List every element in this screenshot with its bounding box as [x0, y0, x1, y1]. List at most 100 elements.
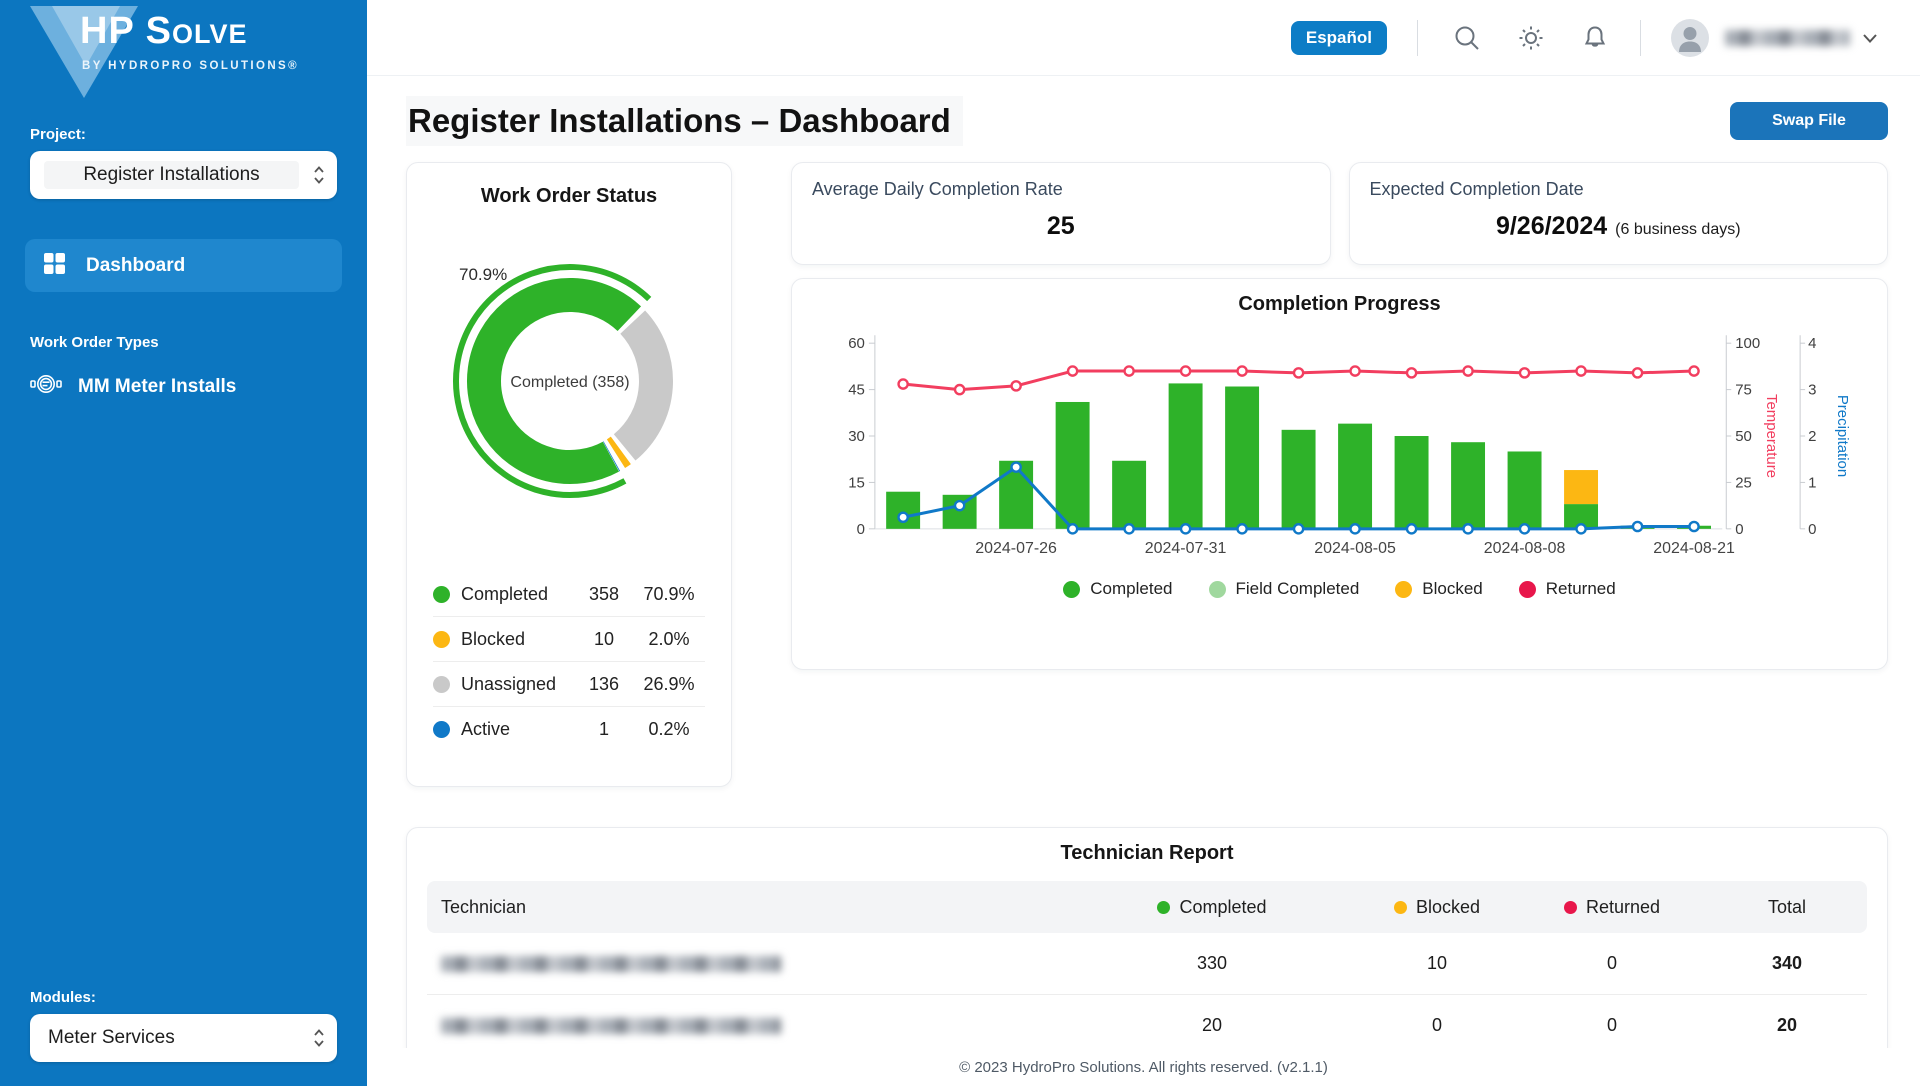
svg-text:2024-08-05: 2024-08-05: [1314, 540, 1396, 557]
legend-item-returned[interactable]: Returned: [1518, 579, 1616, 599]
legend-label: Completed: [461, 583, 549, 604]
completed-dot-icon: [1157, 900, 1171, 914]
topbar-divider: [1417, 19, 1418, 56]
svg-text:15: 15: [848, 474, 865, 491]
dashboard-grid-icon: [43, 252, 66, 280]
svg-text:2024-08-21: 2024-08-21: [1653, 540, 1735, 557]
expected-completion-label: Expected Completion Date: [1369, 179, 1584, 199]
brand-tagline: By HydroPro Solutions®: [82, 60, 299, 72]
returned-dot-icon: [1563, 900, 1577, 914]
svg-text:0: 0: [1808, 521, 1816, 538]
svg-text:1: 1: [1808, 474, 1816, 491]
svg-text:70.9%: 70.9%: [459, 265, 507, 284]
legend-pct: 70.9%: [643, 583, 695, 604]
svg-text:100: 100: [1735, 335, 1760, 352]
active-dot-icon: [433, 721, 450, 738]
returned-dot-icon: [1518, 580, 1536, 598]
main-content: Register Installations – Dashboard Swap …: [367, 0, 1920, 1086]
column-technician: Technician: [441, 896, 527, 917]
footer-text: © 2023 HydroPro Solutions. All rights re…: [959, 1058, 1328, 1076]
cell-returned: 0: [1606, 1015, 1617, 1035]
select-chevrons-icon: [313, 165, 325, 191]
column-total: Total: [1767, 896, 1807, 917]
svg-text:75: 75: [1735, 382, 1752, 399]
completion-progress-card: Completion Progress 0 15 30 45 60 2024-07-26 2…: [791, 278, 1888, 670]
modules-select[interactable]: Meter Services: [30, 1014, 337, 1062]
water-meter-icon: [30, 373, 62, 400]
work-order-donut-svg: Completed (358) 70.9%: [453, 264, 673, 498]
work-order-types-label: Work Order Types: [30, 334, 159, 351]
expected-completion-note: (6 business days): [1615, 221, 1741, 238]
legend-label: Active: [461, 719, 511, 739]
legend-pct: 2.0%: [648, 628, 690, 649]
legend-row-active: Active 1 0.2%: [433, 707, 705, 752]
technician-report-title: Technician Report: [1060, 842, 1234, 864]
svg-text:2024-07-26: 2024-07-26: [975, 540, 1057, 557]
column-label: Blocked: [1415, 896, 1481, 917]
sidebar: HP Solve By HydroPro Solutions® Project:…: [0, 0, 367, 1086]
legend-item-blocked[interactable]: Blocked: [1395, 579, 1483, 599]
project-label: Project:: [30, 126, 86, 143]
logo-triangle-icon: [30, 6, 138, 98]
legend-label: Unassigned: [461, 673, 557, 694]
user-avatar[interactable]: [1671, 18, 1709, 57]
search-icon[interactable]: [1452, 23, 1482, 53]
svg-text:45: 45: [848, 382, 865, 399]
project-select[interactable]: Register Installations: [30, 151, 337, 199]
cell-blocked: 10: [1426, 953, 1448, 973]
page-title: Register Installations – Dashboard: [406, 96, 963, 146]
work-order-status-legend: Completed 358 70.9% Blocked 10 2.0% Unas…: [433, 572, 705, 752]
sidebar-item-dashboard[interactable]: Dashboard: [25, 239, 342, 292]
legend-pct: 26.9%: [643, 673, 695, 694]
theme-sun-icon[interactable]: [1516, 23, 1546, 53]
avg-daily-completion-value: 25: [1046, 212, 1075, 240]
swap-file-button[interactable]: Swap File: [1730, 102, 1888, 140]
legend-item-field-completed[interactable]: Field Completed: [1208, 579, 1359, 599]
completed-dot-icon: [433, 585, 450, 603]
user-menu-chevron-down-icon[interactable]: [1862, 32, 1878, 44]
svg-text:3: 3: [1808, 382, 1816, 399]
svg-text:Completed (358): Completed (358): [510, 374, 629, 391]
svg-text:Temperature: Temperature: [1763, 394, 1780, 478]
sidebar-item-mm-meter-installs[interactable]: MM Meter Installs: [30, 373, 367, 400]
legend-row-unassigned: Unassigned 136 26.9%: [433, 662, 705, 707]
select-chevrons-icon: [313, 1028, 325, 1054]
technician-table-header: Technician Completed Blocked Returned To…: [427, 881, 1867, 933]
work-order-status-card: Work Order Status Completed (358) 70.9% C…: [406, 162, 732, 787]
blocked-dot-icon: [433, 630, 450, 648]
cell-total: 20: [1776, 1015, 1798, 1035]
column-blocked: Blocked: [1357, 897, 1517, 918]
language-button[interactable]: Español: [1290, 20, 1387, 55]
user-name-redacted: [1725, 29, 1850, 46]
column-label: Returned: [1585, 896, 1661, 917]
legend-row-blocked: Blocked 10 2.0%: [433, 617, 705, 662]
technician-report-card: Technician Report Technician Completed B…: [406, 827, 1888, 1086]
completed-dot-icon: [1063, 580, 1081, 598]
svg-text:50: 50: [1735, 428, 1752, 445]
legend-value: 358: [588, 583, 620, 604]
notifications-bell-icon[interactable]: [1580, 23, 1610, 53]
legend-item-completed[interactable]: Completed: [1063, 579, 1173, 599]
modules-select-value: Meter Services: [48, 1027, 175, 1048]
svg-text:60: 60: [848, 335, 865, 352]
column-returned: Returned: [1517, 897, 1707, 918]
cell-completed: 330: [1196, 953, 1228, 973]
svg-text:2: 2: [1808, 428, 1816, 445]
legend-value: 136: [588, 673, 620, 694]
avg-daily-completion-label: Average Daily Completion Rate: [812, 179, 1063, 199]
footer: © 2023 HydroPro Solutions. All rights re…: [367, 1048, 1920, 1086]
expected-completion-value: 9/26/2024: [1495, 212, 1608, 240]
cell-total: 340: [1771, 953, 1803, 973]
svg-text:2024-08-08: 2024-08-08: [1484, 540, 1566, 557]
svg-text:30: 30: [848, 428, 865, 445]
legend-label: Blocked: [461, 628, 526, 649]
work-order-type-label: MM Meter Installs: [78, 375, 237, 397]
svg-text:0: 0: [857, 521, 865, 538]
legend-label: Completed: [1090, 579, 1173, 598]
column-label: Completed: [1179, 896, 1267, 917]
unassigned-dot-icon: [433, 675, 450, 693]
completion-progress-title: Completion Progress: [1238, 293, 1441, 315]
legend-label: Returned: [1545, 579, 1616, 598]
sidebar-item-label: Dashboard: [86, 254, 186, 276]
